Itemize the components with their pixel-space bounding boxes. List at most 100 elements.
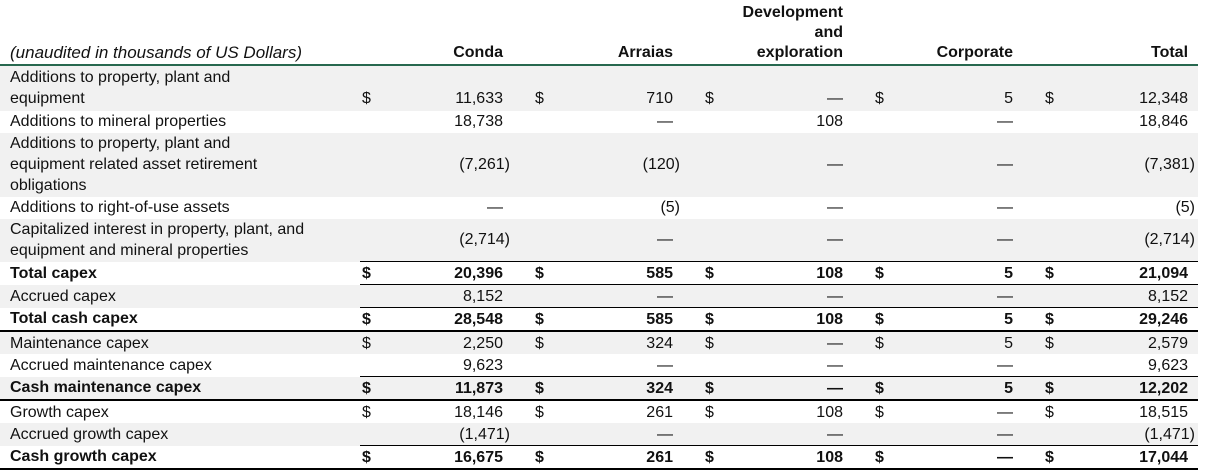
dollar-sign: $ (683, 445, 731, 470)
cell-value: 5 (901, 376, 1024, 401)
dollar-sign: $ (1023, 65, 1072, 111)
cell-value: — (561, 354, 683, 377)
dollar-sign: $ (360, 261, 386, 285)
dollar-sign-empty (683, 197, 731, 219)
cell-value: 585 (561, 261, 683, 285)
dollar-sign: $ (1023, 307, 1072, 332)
table-row: Capitalized interest in property, plant,… (0, 218, 1199, 262)
column-header-total: Total (1023, 3, 1199, 66)
cell-value: (5) (1175, 199, 1196, 216)
dollar-sign-empty (360, 197, 386, 219)
row-label: Additions to property, plant and equipme… (0, 132, 360, 197)
table-row: Maintenance capex $2,250 $324 $ — $5 $2,579 (0, 331, 1199, 354)
cell-value: 28,548 (386, 307, 513, 332)
cell-value: (2,714) (386, 218, 513, 262)
cell-value: 5 (901, 65, 1024, 111)
dollar-sign: $ (360, 331, 386, 354)
row-label: Additions to mineral properties (10, 113, 227, 130)
cell-value: — (731, 354, 853, 377)
cell-value: 18,738 (454, 113, 503, 130)
cell-value: 108 (731, 445, 853, 470)
dollar-sign-empty (360, 284, 386, 308)
dollar-sign: $ (683, 376, 731, 401)
dollar-sign: $ (1023, 331, 1072, 354)
dollar-sign: $ (513, 65, 561, 111)
dollar-sign-empty (853, 423, 901, 446)
cell-value: 21,094 (1071, 261, 1199, 285)
dollar-sign-empty (513, 218, 561, 262)
row-label: Maintenance capex (0, 331, 360, 354)
dollar-sign: $ (362, 403, 371, 421)
dollar-sign: $ (853, 65, 901, 111)
dollar-sign: $ (853, 331, 901, 354)
cell-value: 9,623 (386, 354, 513, 377)
dollar-sign-empty (853, 218, 901, 262)
row-label: Cash maintenance capex (0, 376, 360, 401)
cell-value: 12,202 (1071, 376, 1199, 401)
column-header-corporate: Corporate (853, 3, 1024, 66)
cell-value: 261 (561, 445, 683, 470)
cell-value: 324 (561, 376, 683, 401)
cell-value: — (901, 354, 1024, 377)
dollar-sign-empty (683, 111, 731, 133)
cell-value: — (561, 423, 683, 446)
row-label: Additions to right-of-use assets (10, 199, 230, 216)
cell-value: 11,873 (386, 376, 513, 401)
cell-value: — (731, 65, 853, 111)
cell-value: 5 (901, 261, 1024, 285)
dollar-sign: $ (853, 376, 901, 401)
dollar-sign-empty (853, 284, 901, 308)
row-label: Additions to property, plant and equipme… (0, 65, 360, 111)
dollar-sign-empty (1023, 132, 1072, 197)
row-label: Accrued growth capex (0, 423, 360, 446)
cell-value: — (997, 113, 1014, 130)
dollar-sign-empty (513, 423, 561, 446)
cell-value: — (827, 199, 843, 216)
cell-value: — (487, 199, 503, 216)
dollar-sign: $ (875, 403, 884, 421)
table-row: Additions to property, plant and equipme… (0, 132, 1199, 197)
dollar-sign-empty (513, 197, 561, 219)
cell-value: 17,044 (1071, 445, 1199, 470)
table-row: Additions to right-of-use assets — (5) — — (5… (0, 197, 1198, 219)
table-row: Additions to property, plant and equipme… (0, 65, 1199, 111)
column-header-conda: Conda (360, 3, 513, 66)
cell-value: (1,471) (1071, 423, 1199, 446)
dollar-sign-empty (1023, 354, 1072, 377)
cell-value: 2,579 (1071, 331, 1199, 354)
dollar-sign: $ (705, 403, 714, 421)
cell-value: — (731, 331, 853, 354)
table-row: Accrued maintenance capex 9,623 — — — 9,623 (0, 354, 1199, 377)
table-body: Additions to property, plant and equipme… (0, 65, 1199, 470)
cell-value: 16,675 (386, 445, 513, 470)
table-row: Accrued growth capex (1,471) — — — (1,471) (0, 423, 1199, 446)
dollar-sign: $ (513, 376, 561, 401)
dollar-sign-empty (1023, 218, 1072, 262)
cell-value: — (657, 113, 673, 130)
dollar-sign-empty (360, 423, 386, 446)
row-label: Total cash capex (0, 307, 360, 332)
dollar-sign-empty (513, 354, 561, 377)
dollar-sign: $ (1023, 376, 1072, 401)
column-header-development-and-exploration: Development and exploration (683, 3, 853, 66)
row-label: Accrued capex (0, 284, 360, 308)
dollar-sign-empty (360, 218, 386, 262)
capex-breakdown-table: (unaudited in thousands of US Dollars) C… (0, 3, 1199, 470)
row-label: Total capex (10, 264, 97, 282)
row-label: Cash growth capex (0, 445, 360, 470)
cell-value: — (901, 445, 1024, 470)
dollar-sign: $ (683, 307, 731, 332)
cell-value: 18,846 (1139, 113, 1189, 130)
row-label: Accrued maintenance capex (10, 356, 212, 374)
dollar-sign-empty (1023, 284, 1072, 308)
cell-value: — (731, 132, 853, 197)
cell-value: 20,396 (386, 261, 513, 285)
dollar-sign: $ (513, 261, 561, 285)
dollar-sign-empty (683, 218, 731, 262)
dollar-sign: $ (853, 307, 901, 332)
cell-value: 108 (731, 307, 853, 332)
dollar-sign-empty (513, 111, 561, 133)
table-row: Total cash capex $28,548 $585 $108 $5 $29,246 (0, 307, 1199, 332)
cell-value: 2,250 (386, 331, 513, 354)
cell-value: (7,261) (386, 132, 513, 197)
